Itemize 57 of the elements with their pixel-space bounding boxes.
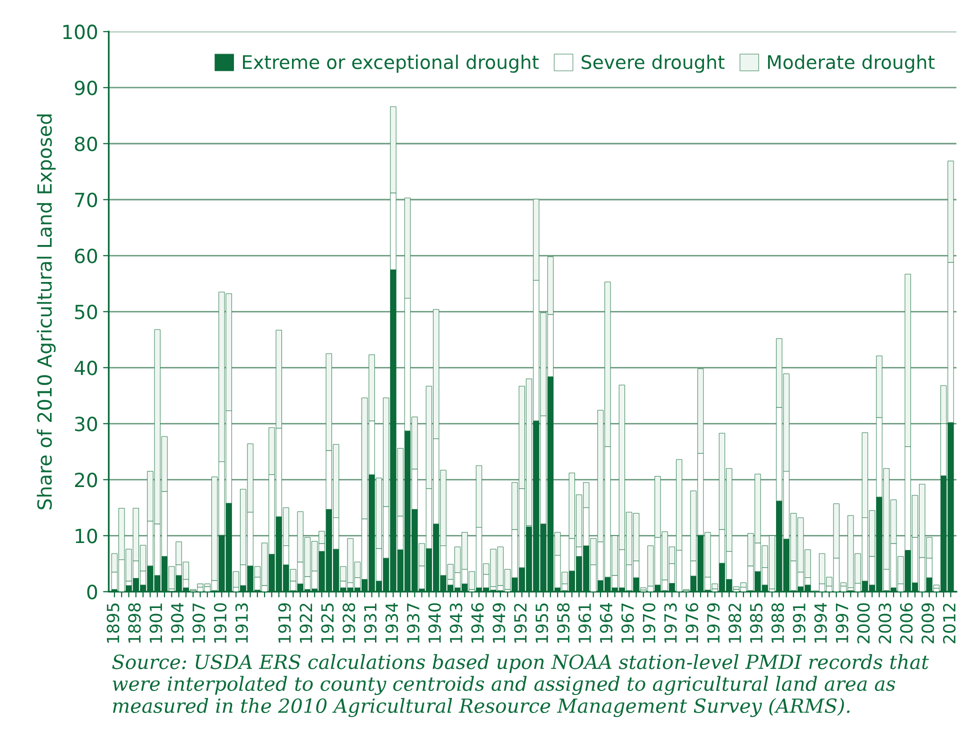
x-tick-label: 1976 xyxy=(686,603,698,643)
y-tick-label: 60 xyxy=(74,248,98,264)
x-tick-label: 2003 xyxy=(878,603,892,644)
x-tick-label: 1979 xyxy=(707,603,720,643)
x-tick-label: 1904 xyxy=(171,603,184,643)
x-tick-label: 1937 xyxy=(406,604,420,643)
x-tick-label: 1895 xyxy=(106,604,120,643)
x-tick-label: 2012 xyxy=(942,604,956,644)
x-tick-label: 1982 xyxy=(728,604,742,643)
x-tick-label: 1907 xyxy=(192,604,206,643)
x-tick-label: 1919 xyxy=(278,603,291,643)
y-tick-label: 80 xyxy=(74,136,98,152)
x-tick-label: 1934 xyxy=(385,603,398,643)
x-tick-label: 1961 xyxy=(578,604,592,643)
y-tick-label: 40 xyxy=(74,360,98,376)
x-tick-label: 1913 xyxy=(235,603,248,643)
x-tick-label: 1958 xyxy=(556,603,570,643)
y-tick-label: 70 xyxy=(75,192,98,208)
y-tick-label: 100 xyxy=(63,24,98,40)
x-tick-label: 1910 xyxy=(214,603,227,643)
x-tick-label: 2006 xyxy=(900,603,913,644)
x-tick-label: 1994 xyxy=(814,603,827,643)
x-tick-label: 1991 xyxy=(792,604,806,643)
x-tick-label: 2009 xyxy=(922,603,934,644)
x-tick-label: 1997 xyxy=(836,604,848,643)
y-tick-label: 50 xyxy=(75,304,98,320)
x-tick-label: 1973 xyxy=(664,603,677,643)
x-tick-label: 1931 xyxy=(364,604,377,643)
y-axis-title: Share of 2010 Agricultural Land Exposed xyxy=(36,114,56,510)
x-tick-label: 1946 xyxy=(471,603,484,643)
x-tick-label: 1901 xyxy=(150,604,162,643)
x-tick-label: 1970 xyxy=(642,603,656,643)
y-tick-label: 0 xyxy=(87,584,98,600)
x-tick-label: 1928 xyxy=(342,603,356,643)
x-tick-label: 1952 xyxy=(514,604,527,643)
y-tick-label: 90 xyxy=(74,80,98,96)
bar xyxy=(933,584,940,589)
x-tick-label: 1988 xyxy=(771,603,784,643)
x-tick-label: 1925 xyxy=(321,604,334,643)
y-tick-label: 30 xyxy=(75,416,98,432)
x-tick-label: 1898 xyxy=(128,603,141,643)
x-tick-label: 1922 xyxy=(300,604,312,643)
y-tick-label: 20 xyxy=(75,472,98,488)
x-tick-label: 1985 xyxy=(750,604,763,643)
y-tick-label: 10 xyxy=(76,528,98,544)
bar xyxy=(933,588,940,592)
legend-label: Extreme or exceptional drought xyxy=(243,54,539,73)
source-note: Source: USDA ERS calculations based upon NOAA station-level PMDI records that were interpolated to county centroids and assigned to agricultural land area as measured in the 2010 Agricultural Resource Management Survey (ARMS). xyxy=(112,654,929,718)
x-tick-label: 1955 xyxy=(536,604,548,643)
x-tick-label: 1943 xyxy=(450,603,462,643)
legend-label: Moderate drought xyxy=(768,54,935,73)
x-tick-label: 1940 xyxy=(428,603,441,643)
legend-label: Severe drought xyxy=(582,54,725,73)
x-tick-label: 1964 xyxy=(600,603,612,643)
x-tick-label: 2000 xyxy=(857,603,870,644)
x-tick-label: 1967 xyxy=(621,604,634,643)
x-tick-label: 1949 xyxy=(492,603,506,643)
